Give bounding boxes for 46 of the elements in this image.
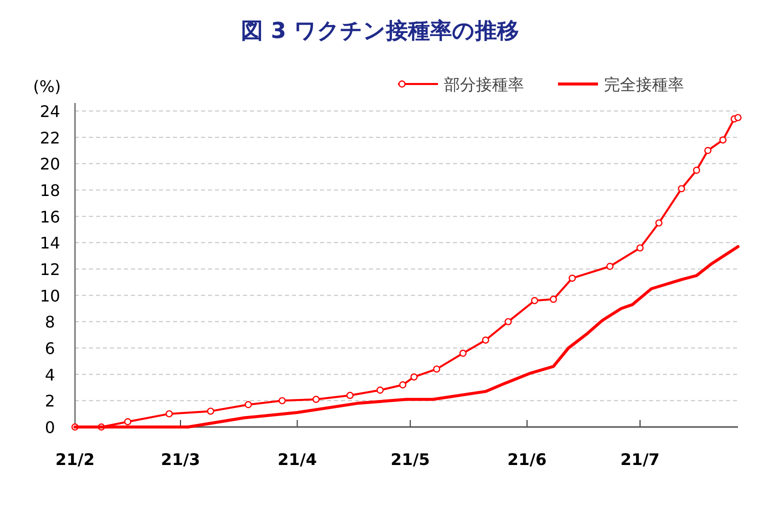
point: [719, 136, 727, 144]
y-tick-label: 20: [40, 154, 60, 174]
point: [459, 350, 467, 357]
y-tick-label: 22: [40, 128, 60, 148]
point: [433, 365, 440, 373]
legend-label: 完全接種率: [604, 75, 684, 94]
point: [482, 336, 490, 344]
x-tick-label: 21/3: [160, 450, 200, 469]
point: [399, 381, 406, 388]
point: [346, 392, 354, 399]
point: [636, 244, 644, 252]
point: [504, 318, 512, 326]
point: [606, 262, 614, 270]
point: [207, 408, 214, 415]
x-tick-label: 21/7: [620, 450, 660, 469]
y-axis-title: (%): [33, 77, 61, 96]
y-tick-label: 18: [40, 181, 60, 200]
point: [655, 219, 662, 227]
chart-title: 図 3 ワクチン接種率の推移: [241, 18, 519, 44]
y-tick-label: 2: [44, 392, 56, 411]
y-tick-label: 8: [44, 312, 56, 332]
y-tick-label: 4: [44, 365, 56, 384]
x-tick-label: 21/5: [390, 450, 430, 469]
point: [244, 401, 252, 408]
point: [410, 373, 418, 381]
y-tick-label: 16: [40, 207, 60, 226]
y-tick-label: 12: [40, 260, 60, 279]
point: [550, 296, 558, 303]
y-tick-label: 10: [40, 286, 60, 306]
point: [312, 396, 320, 403]
y-tick-label: 6: [44, 339, 56, 358]
point: [568, 274, 576, 282]
legend-label: 部分接種率: [444, 75, 524, 94]
point: [734, 114, 742, 122]
x-tick-label: 21/6: [507, 450, 547, 469]
point: [678, 185, 686, 192]
x-tick-label: 21/2: [55, 450, 95, 469]
point: [530, 297, 538, 304]
y-tick-label: 24: [40, 102, 60, 121]
y-tick-label: 0: [44, 418, 56, 437]
point: [376, 386, 384, 394]
point: [278, 397, 286, 404]
x-tick-label: 21/4: [278, 450, 317, 469]
y-tick-label: 14: [40, 234, 60, 253]
point: [692, 166, 700, 174]
point: [704, 146, 712, 154]
